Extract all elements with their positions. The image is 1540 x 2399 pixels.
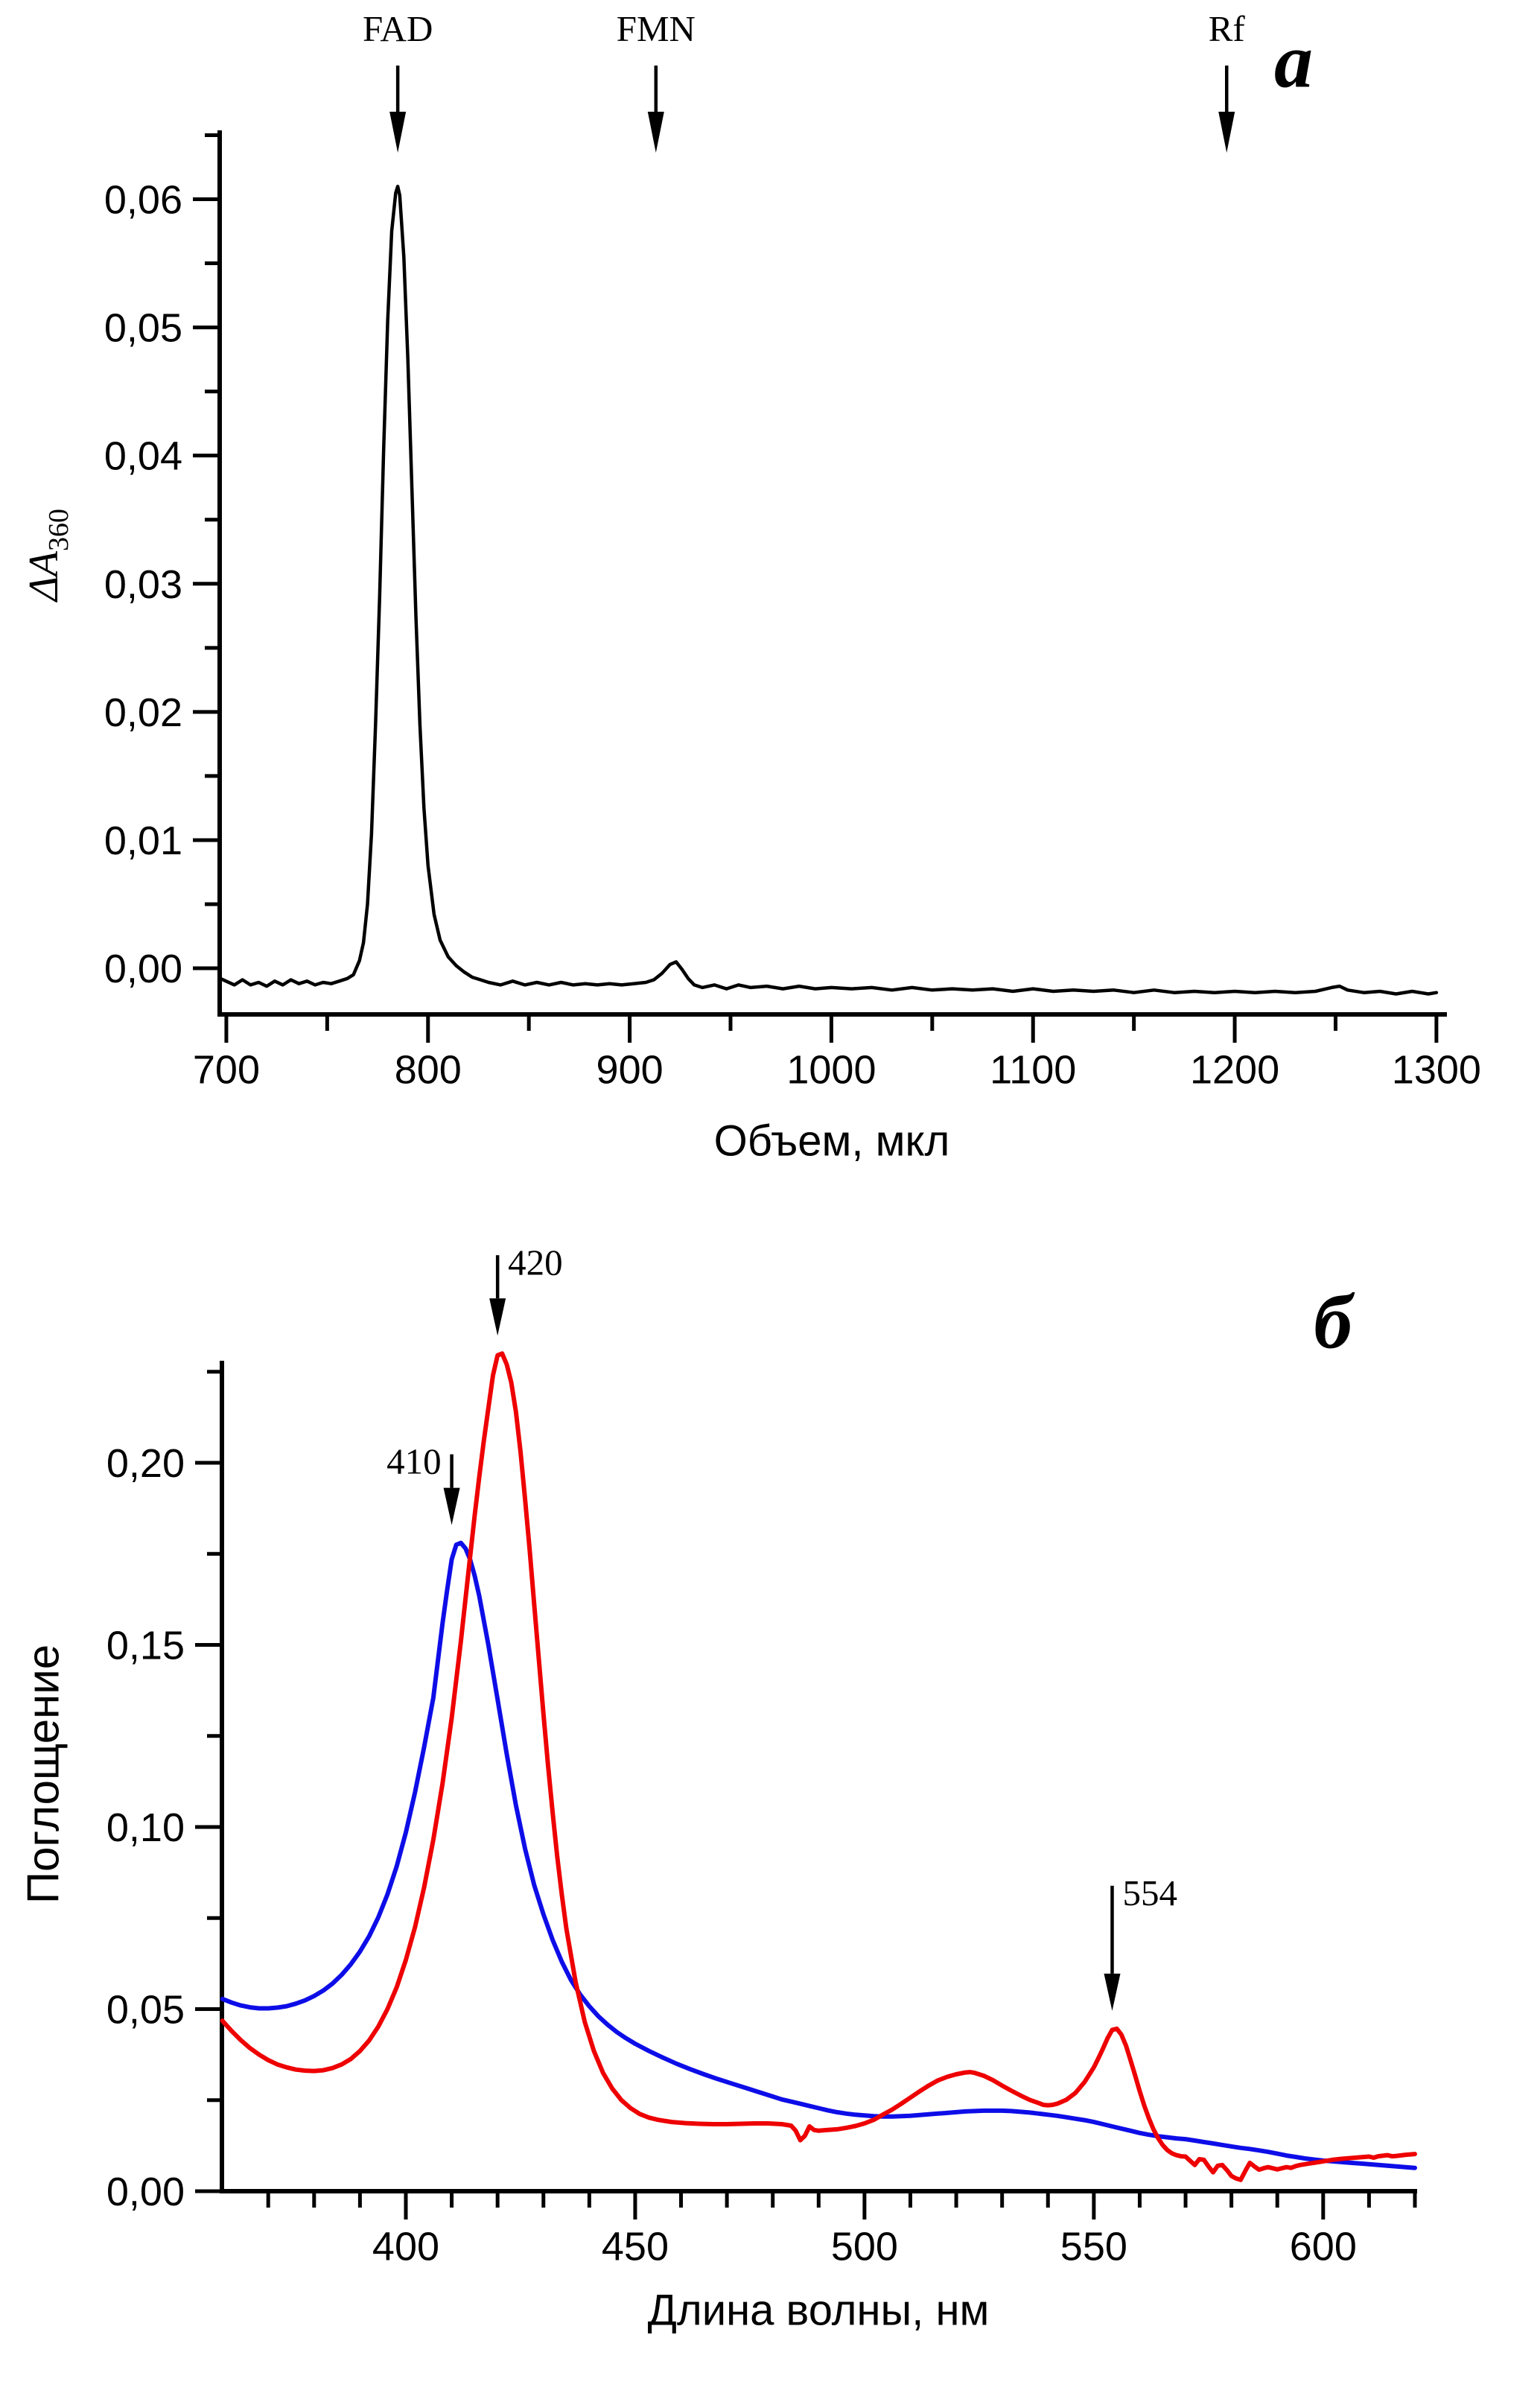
y-tick-label: 0,03 xyxy=(104,562,182,607)
x-tick-label: 600 xyxy=(1290,2224,1357,2269)
x-tick-label: 550 xyxy=(1060,2224,1127,2269)
y-tick-label: 0,01 xyxy=(104,819,182,863)
annotation-label-420: 420 xyxy=(508,1242,563,1283)
series-spectrum-blue-oxidized xyxy=(220,1540,1417,2170)
x-tick-label: 1000 xyxy=(786,1047,876,1092)
annotation-arrowhead xyxy=(647,112,664,153)
y-tick-label: 0,20 xyxy=(106,1441,185,1486)
x-tick-label: 500 xyxy=(831,2224,898,2269)
panel-a-letter: a xyxy=(1274,18,1313,104)
panel-b-letter: б xyxy=(1314,1279,1352,1365)
panel-a-y-axis-title-subscript: 360 xyxy=(43,508,74,551)
x-tick-label: 400 xyxy=(372,2224,439,2269)
y-tick-label: 0,00 xyxy=(104,947,182,991)
x-tick-label: 1100 xyxy=(990,1047,1076,1092)
y-tick-label: 0,05 xyxy=(106,1987,185,2032)
x-tick-label: 1300 xyxy=(1392,1047,1481,1092)
x-tick-label: 1200 xyxy=(1190,1047,1279,1092)
x-tick-label: 800 xyxy=(395,1047,462,1092)
y-tick-label: 0,05 xyxy=(104,306,182,351)
annotation-arrowhead xyxy=(489,1298,506,1336)
panel-a-plot: 700 800 900 1000 1100 1200 1300 0,00 0,01 0,02 0,0… xyxy=(104,8,1481,1092)
x-tick-label: 700 xyxy=(193,1047,260,1092)
series-spectrum-red-reduced xyxy=(220,1351,1417,2182)
panel-a-y-axis-title-main: ΔA xyxy=(21,550,67,602)
y-tick-label: 0,10 xyxy=(106,1805,185,1850)
annotation-arrowhead xyxy=(443,1487,460,1525)
x-tick-label: 450 xyxy=(602,2224,669,2269)
series-elution-profile xyxy=(218,185,1439,996)
annotation-label-Rf: Rf xyxy=(1209,8,1246,49)
panel-a-x-axis-title: Объем, мкл xyxy=(713,1116,950,1166)
annotation-label-410: 410 xyxy=(386,1441,442,1482)
panel-b-x-axis-title: Длина волны, нм xyxy=(647,2286,990,2335)
annotation-label-FAD: FAD xyxy=(363,8,433,49)
annotation-label-554: 554 xyxy=(1122,1872,1177,1913)
y-tick-label: 0,15 xyxy=(106,1623,185,1668)
x-tick-label: 900 xyxy=(596,1047,664,1092)
y-tick-label: 0,02 xyxy=(104,690,182,735)
y-tick-label: 0,04 xyxy=(104,434,182,479)
annotation-label-FMN: FMN xyxy=(617,8,696,49)
panel-b-plot: 400 450 500 550 600 0,00 0,05 0,10 0,15 0,20 410 42… xyxy=(106,1242,1417,2269)
annotation-arrowhead xyxy=(1104,1973,1121,2011)
y-tick-label: 0,00 xyxy=(106,2170,185,2214)
panel-a-y-axis-title: ΔA360 xyxy=(20,509,75,601)
annotation-arrowhead xyxy=(1218,112,1235,153)
y-tick-label: 0,06 xyxy=(104,177,182,222)
panel-b-y-axis-title: Поглощение xyxy=(18,1644,69,1904)
annotation-arrowhead xyxy=(389,112,407,153)
